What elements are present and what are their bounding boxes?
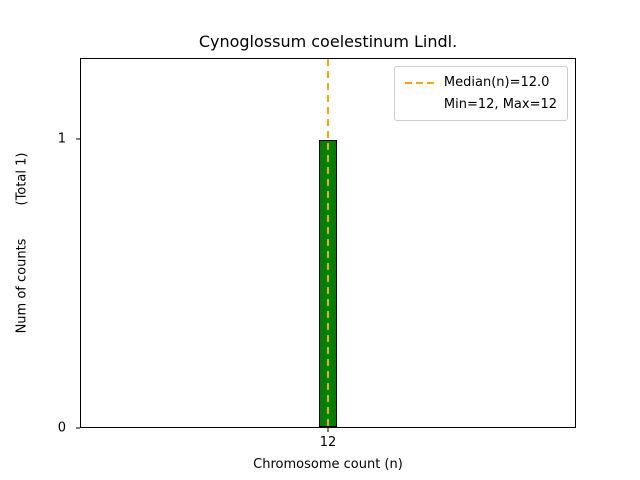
y-tick-label: 1 <box>57 131 66 147</box>
legend-spacer <box>405 104 435 106</box>
y-tick-mark <box>76 138 80 140</box>
median-line <box>327 59 329 427</box>
y-tick-label: 0 <box>57 420 66 436</box>
x-axis-label: Chromosome count (n) <box>253 457 403 472</box>
legend-entry-median: Median(n)=12.0 <box>404 75 557 90</box>
plot-area: Median(n)=12.0 Min=12, Max=12 <box>80 58 576 428</box>
y-tick-mark <box>76 427 80 429</box>
legend-entry-minmax: Min=12, Max=12 <box>405 97 557 112</box>
y-axis-tick-labels: 0 1 <box>30 58 74 434</box>
x-tick-mark <box>327 428 329 432</box>
chart-title: Cynoglossum coelestinum Lindl. <box>198 32 458 51</box>
x-tick-label: 12 <box>319 435 337 450</box>
y-axis-label: Num of counts (Total 1) <box>14 152 30 334</box>
y-axis-tick-marks <box>76 58 80 429</box>
legend-label-minmax: Min=12, Max=12 <box>443 97 557 112</box>
legend-label-median: Median(n)=12.0 <box>443 75 550 90</box>
median-legend-line-icon <box>404 81 435 84</box>
legend: Median(n)=12.0 Min=12, Max=12 <box>393 66 568 121</box>
